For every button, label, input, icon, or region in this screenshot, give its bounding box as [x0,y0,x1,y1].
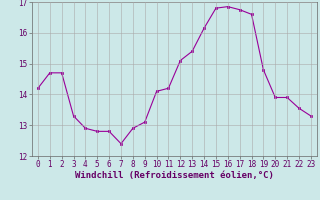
X-axis label: Windchill (Refroidissement éolien,°C): Windchill (Refroidissement éolien,°C) [75,171,274,180]
